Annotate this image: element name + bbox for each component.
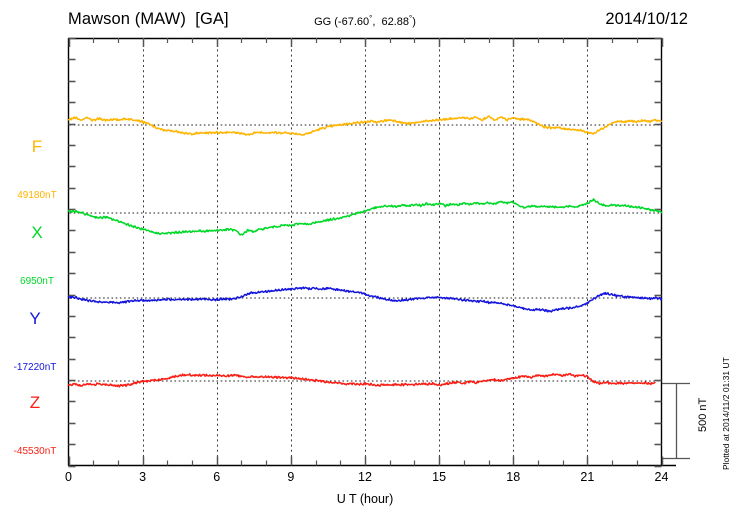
- axis-frame: [67, 37, 676, 467]
- series-label-f: F 49180nT: [8, 106, 66, 233]
- x-tick-label-12: 12: [358, 470, 372, 484]
- scale-bar: [662, 382, 690, 460]
- series-label-x: X 6950nT: [8, 192, 66, 319]
- axis-ticks: [68, 37, 664, 468]
- x-tick-label-9: 9: [287, 470, 295, 484]
- degree-symbol-lon: °: [409, 14, 413, 23]
- x-tick-label-15: 15: [432, 470, 447, 484]
- degree-symbol-lat: °: [369, 14, 373, 23]
- page-title: Mawson (MAW) [GA]: [68, 10, 229, 28]
- geographic-coordinates: GG (-67.60°, 62.88°): [0, 14, 730, 28]
- series-label-y: Y -17220nT: [2, 278, 68, 405]
- series-symbol-y: Y: [29, 309, 41, 328]
- series-symbol-z: Z: [29, 393, 41, 412]
- series-label-z: Z -45530nT: [2, 362, 68, 489]
- coord-suffix: ): [412, 16, 416, 28]
- series-symbol-x: X: [31, 223, 43, 242]
- coord-prefix: GG (-67.60: [314, 16, 370, 28]
- x-tick-label-3: 3: [139, 470, 147, 484]
- series-symbol-f: F: [31, 137, 43, 156]
- scale-bar-label: 500 nT: [697, 397, 709, 432]
- plotted-timestamp: Plotted at 2014/11/2 01:31 UT: [721, 357, 730, 470]
- x-tick-label-18: 18: [506, 470, 521, 484]
- data-traces: [67, 115, 663, 388]
- trace-f: [67, 115, 663, 136]
- coord-mid: , 62.88: [372, 16, 410, 28]
- baseline-gridlines: [69, 124, 661, 382]
- trace-x: [67, 198, 663, 236]
- x-tick-label-6: 6: [213, 470, 221, 484]
- x-tick-label-21: 21: [580, 470, 595, 484]
- trace-z: [67, 372, 656, 388]
- series-baseline-y: -17220nT: [13, 362, 57, 373]
- series-baseline-x: 6950nT: [20, 276, 54, 287]
- series-baseline-z: -45530nT: [13, 446, 57, 457]
- x-tick-label-24: 24: [654, 470, 669, 484]
- vertical-gridlines: [143, 39, 588, 465]
- trace-y: [67, 286, 663, 313]
- observation-date: 2014/10/12: [605, 10, 688, 28]
- series-baseline-f: 49180nT: [17, 190, 57, 201]
- x-axis-title: U T (hour): [336, 492, 394, 506]
- x-tick-label-0: 0: [65, 470, 72, 484]
